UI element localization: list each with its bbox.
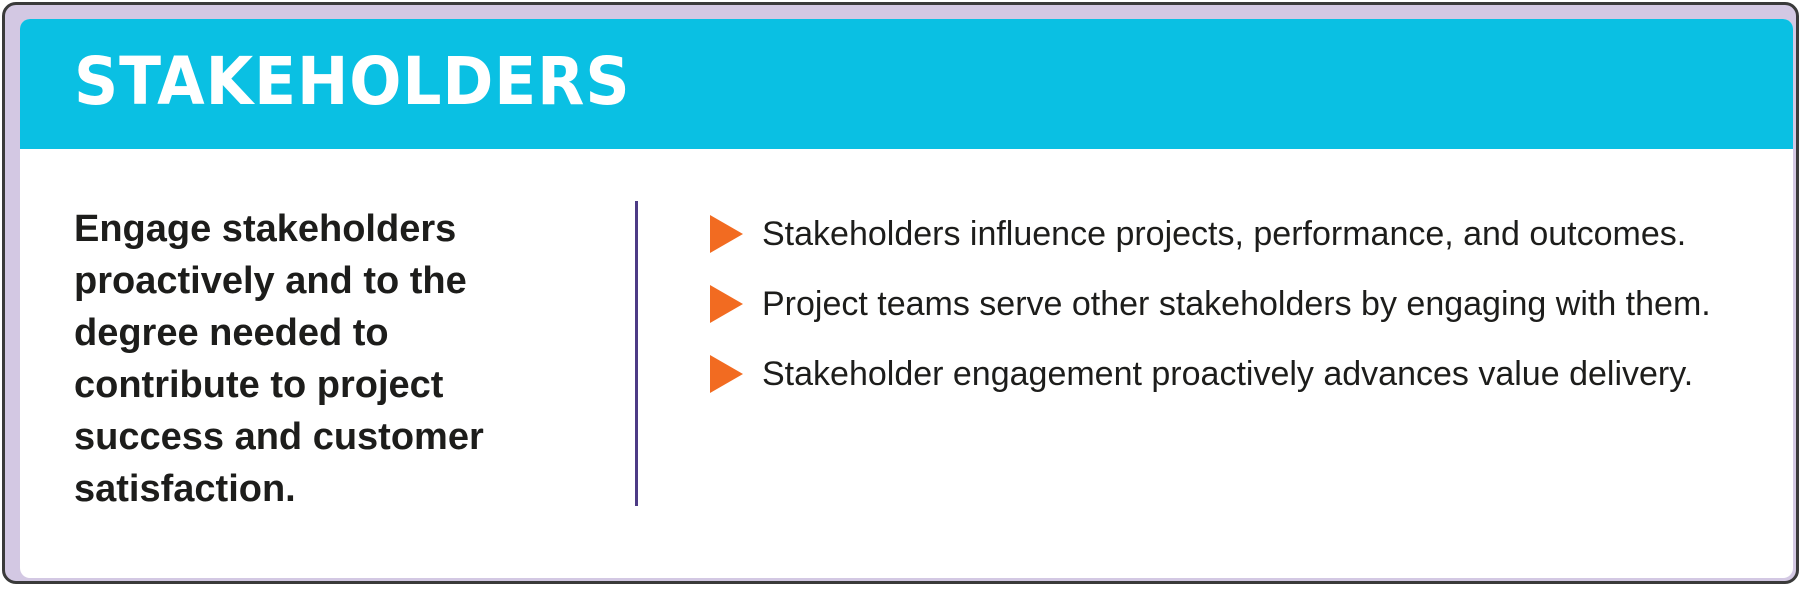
card-title: STAKEHOLDERS xyxy=(74,43,631,120)
principle-statement: Engage stakeholders proactively and to t… xyxy=(74,208,484,510)
triangle-arrow-right-icon xyxy=(710,215,743,253)
key-point-text: Stakeholders influence projects, perform… xyxy=(762,215,1687,253)
triangle-arrow-right-icon xyxy=(710,285,743,323)
triangle-arrow-right-icon xyxy=(710,355,743,393)
key-point-text: Project teams serve other stakeholders b… xyxy=(762,285,1711,323)
card-header: STAKEHOLDERS xyxy=(20,19,1793,149)
vertical-divider xyxy=(635,201,638,506)
principle-card: STAKEHOLDERS Engage stakeholders proacti… xyxy=(20,19,1793,578)
key-point-text: Stakeholder engagement proactively advan… xyxy=(762,355,1694,393)
